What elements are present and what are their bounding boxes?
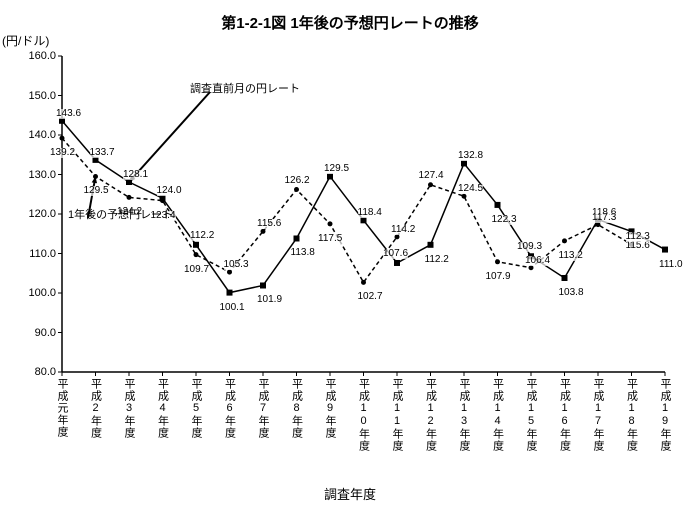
data-label: 143.6 (56, 109, 81, 119)
x-category: 平成2年度 (81, 378, 111, 442)
data-label: 139.2 (50, 148, 75, 158)
y-tick: 80.0 (16, 366, 56, 378)
data-label: 100.1 (220, 303, 245, 313)
x-category: 平成18年度 (617, 378, 647, 455)
data-label: 109.3 (517, 242, 542, 252)
data-label: 124.0 (157, 186, 182, 196)
data-label: 128.1 (123, 170, 148, 180)
x-category: 平成10年度 (349, 378, 379, 455)
x-category: 平成15年度 (516, 378, 546, 455)
x-category: 平成13年度 (449, 378, 479, 455)
y-tick: 160.0 (16, 50, 56, 62)
data-label: 117.5 (318, 234, 342, 244)
x-category: 平成6年度 (215, 378, 245, 442)
data-label: 111.0 (659, 260, 683, 270)
x-category: 平成5年度 (181, 378, 211, 442)
data-label: 124.5 (458, 184, 483, 194)
data-label: 103.8 (559, 288, 584, 298)
data-label: 112.3 (626, 232, 650, 242)
data-label: 113.2 (559, 251, 583, 261)
data-label: 117.3 (592, 213, 616, 223)
data-label: 112.2 (425, 255, 449, 265)
x-category: 平成8年度 (282, 378, 312, 442)
data-label: 126.2 (285, 176, 310, 186)
data-label: 107.9 (486, 272, 511, 282)
x-category: 平成3年度 (114, 378, 144, 442)
x-category: 平成4年度 (148, 378, 178, 442)
data-label: 127.4 (419, 171, 444, 181)
legend-label: 調査直前月の円レート (190, 80, 300, 96)
x-category: 平成19年度 (650, 378, 680, 455)
data-label: 129.5 (324, 164, 349, 174)
x-category: 平成14年度 (483, 378, 513, 455)
x-category: 平成7年度 (248, 378, 278, 442)
y-tick: 130.0 (16, 169, 56, 181)
data-label: 129.5 (84, 186, 109, 196)
data-label: 106.4 (525, 256, 550, 266)
y-tick: 90.0 (16, 327, 56, 339)
data-label: 133.7 (90, 148, 115, 158)
legend-label: 1年後の予想円レート (68, 206, 173, 222)
y-tick: 110.0 (16, 248, 56, 260)
data-label: 118.4 (358, 208, 382, 218)
x-category: 平成元年度 (47, 378, 77, 441)
y-tick: 150.0 (16, 90, 56, 102)
data-label: 107.6 (383, 249, 408, 259)
data-label: 122.3 (492, 215, 517, 225)
x-category: 平成11年度 (382, 378, 412, 455)
data-label: 115.6 (626, 241, 650, 251)
data-label: 109.7 (184, 265, 209, 275)
x-category: 平成17年度 (583, 378, 613, 455)
x-category: 平成12年度 (416, 378, 446, 455)
data-label: 132.8 (458, 151, 483, 161)
x-category: 平成9年度 (315, 378, 345, 442)
y-tick: 140.0 (16, 129, 56, 141)
data-label: 114.2 (391, 225, 415, 235)
data-label: 112.2 (190, 231, 214, 241)
data-label: 102.7 (358, 292, 383, 302)
x-category: 平成16年度 (550, 378, 580, 455)
data-label: 105.3 (224, 260, 249, 270)
y-tick: 100.0 (16, 287, 56, 299)
y-tick: 120.0 (16, 208, 56, 220)
data-label: 115.6 (257, 219, 281, 229)
data-label: 113.8 (291, 248, 315, 258)
data-label: 101.9 (257, 295, 282, 305)
